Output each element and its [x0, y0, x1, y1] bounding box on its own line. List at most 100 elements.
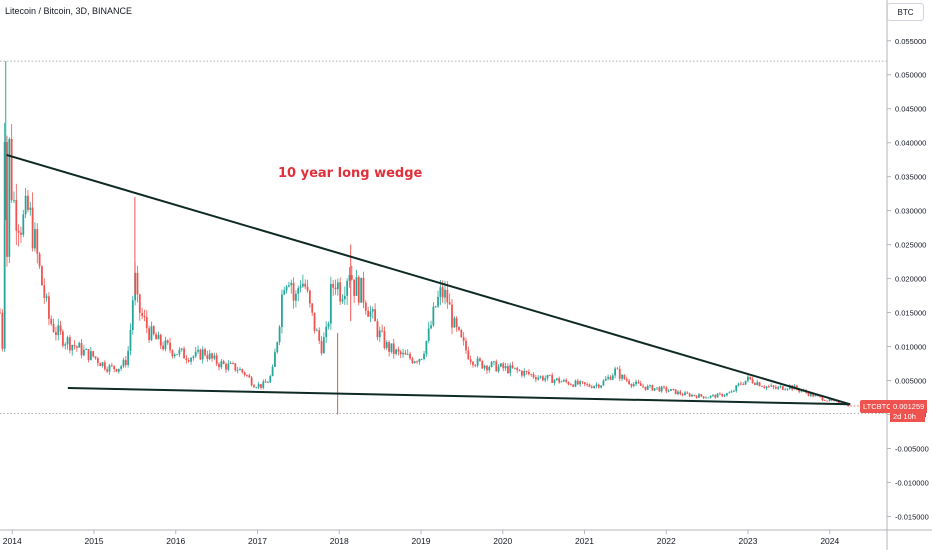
candle-body: [681, 394, 684, 396]
candle-body: [220, 361, 223, 368]
candle-body: [267, 382, 269, 384]
candle-body: [607, 376, 610, 379]
lower-trendline[interactable]: [67, 386, 851, 406]
candle-body: [141, 312, 144, 316]
candle-body: [726, 393, 728, 396]
candle-body: [420, 358, 423, 360]
candle-body: [225, 363, 227, 370]
candle-body: [17, 230, 20, 233]
candle-body: [614, 368, 616, 376]
candle-body: [34, 229, 36, 249]
candle-body: [642, 385, 644, 387]
candle-body: [92, 351, 95, 357]
candle-body: [625, 379, 628, 381]
candle-body: [430, 325, 432, 329]
candle-body: [635, 381, 637, 385]
candle-body: [197, 349, 199, 352]
candle-body: [511, 365, 514, 369]
candle-body: [332, 283, 335, 288]
y-tick-label: -0.010000: [895, 478, 929, 487]
candle-body: [677, 391, 679, 395]
candle-body: [402, 352, 404, 355]
candle-body: [59, 325, 62, 332]
candle-body: [322, 337, 325, 354]
x-tick-label: 2022: [657, 536, 676, 546]
upper-trendline[interactable]: [6, 153, 851, 406]
candle-body: [758, 382, 761, 387]
candle-body: [444, 289, 446, 298]
candle-body: [250, 377, 253, 386]
candle-body: [714, 394, 717, 398]
candle-body: [709, 395, 712, 398]
candle-body: [187, 359, 190, 362]
y-tick-label: 0.005000: [895, 377, 926, 386]
candle-body: [3, 141, 6, 349]
candle-body: [544, 378, 547, 381]
candle-body: [13, 199, 15, 201]
last-price-value: 0.001259: [890, 400, 928, 413]
candle-body: [43, 285, 46, 298]
candle-body: [103, 362, 106, 370]
candle-body: [122, 359, 125, 367]
candle-body: [733, 390, 735, 392]
candle-body: [136, 272, 139, 295]
candle-body: [297, 288, 300, 294]
candle-body: [48, 296, 50, 319]
candle-body: [514, 367, 516, 369]
candle-body: [27, 195, 29, 210]
candle-body: [145, 317, 148, 329]
candle-body: [152, 326, 155, 335]
candle-body: [516, 367, 519, 371]
candle-body: [299, 286, 302, 289]
candle-body: [541, 376, 544, 381]
candle-body: [1, 312, 4, 349]
candle-body: [795, 385, 798, 390]
candle-body: [71, 345, 74, 351]
candle-body: [684, 392, 686, 396]
candle-body: [546, 375, 549, 379]
candle-body: [162, 345, 164, 350]
candle-body: [334, 287, 337, 290]
x-tick-label: 2019: [412, 536, 431, 546]
candle-body: [274, 352, 276, 367]
candle-body: [618, 369, 621, 379]
candle-body: [115, 369, 118, 372]
candle-body: [520, 370, 523, 376]
candle-body: [15, 199, 18, 231]
candle-body: [700, 394, 703, 397]
y-tick-label: 0.055000: [895, 37, 926, 46]
candle-body: [500, 363, 502, 367]
currency-button[interactable]: BTC: [887, 3, 924, 21]
candle-body: [204, 349, 206, 356]
candle-body: [257, 384, 260, 388]
plot-area[interactable]: 10 year long wedge: [0, 60, 887, 415]
candle-body: [812, 393, 815, 397]
candle-body: [590, 386, 593, 388]
candle-body: [253, 385, 255, 388]
candle-body: [304, 283, 307, 287]
candle-body: [183, 348, 185, 359]
candle-body: [248, 375, 251, 378]
x-tick-label: 2016: [166, 536, 185, 546]
candle-body: [211, 353, 213, 359]
candle-body: [509, 365, 512, 374]
candle-body: [283, 290, 286, 295]
y-tick-label: 0.010000: [895, 343, 926, 352]
candle-body: [719, 393, 721, 395]
candle-body: [108, 365, 111, 372]
candle-body: [57, 325, 60, 336]
candle-body: [236, 370, 239, 372]
candle-body: [276, 342, 279, 353]
candle-body: [350, 275, 353, 280]
candle-body: [830, 399, 833, 401]
candle-body: [199, 349, 202, 360]
candle-body: [581, 381, 584, 383]
y-tick-label: 0.035000: [895, 173, 926, 182]
candle-body: [311, 303, 314, 313]
candle-body: [534, 377, 537, 380]
candle-body: [0, 312, 1, 314]
y-tick-label: 0.020000: [895, 275, 926, 284]
candle-body: [637, 381, 640, 384]
